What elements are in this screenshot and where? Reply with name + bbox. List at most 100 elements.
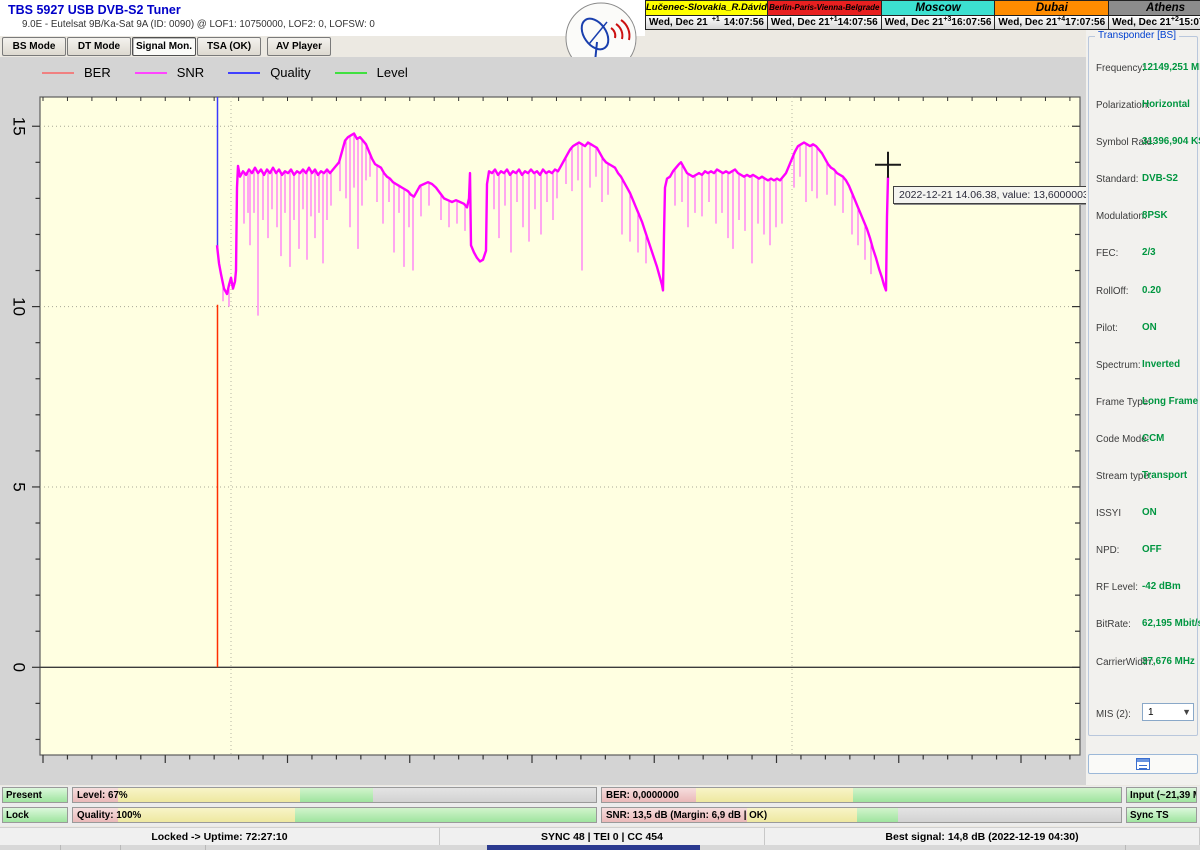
field-value: DVB-S2 [1142,173,1178,185]
bar-present: Present [2,787,68,803]
bar-snr: SNR: 13,5 dB (Margin: 6,9 dB | OK) [601,807,1122,823]
tab-dt-mode[interactable]: DT Mode [67,37,131,56]
snapshot-button[interactable] [1088,754,1198,774]
field-label: Symbol Rate: [1096,137,1155,149]
taskbar-active-segment [487,845,700,850]
bar-label: Present [6,790,42,801]
mis-value: 1 [1148,706,1154,718]
transponder-row-symbol-rate-: Symbol Rate:31396,904 KS/s [1089,127,1200,164]
clock-time: Wed, Dec 21 +3 16:07:56 [881,15,995,29]
svg-text:5: 5 [10,482,29,491]
legend-item-level: Level [334,65,408,80]
mis-row: MIS (2): 1 ▼ [1089,699,1197,723]
field-value: Inverted [1142,358,1181,370]
transponder-row-fec-: FEC: 2/3 [1089,238,1197,275]
field-value: ON [1142,507,1157,519]
field-value: Transport [1142,470,1188,482]
clock-moscow: Moscow Wed, Dec 21 +3 16:07:56 [881,0,996,30]
transponder-groupbox: Transponder [BS] Frequency:12149,251 MHz… [1088,30,1200,736]
clock-city: Dubai [995,1,1109,16]
legend-swatch [228,71,261,74]
bar-level: Level: 67% [72,787,597,803]
transponder-row-standard-: Standard: DVB-S2 [1089,164,1197,201]
chevron-down-icon: ▼ [1182,707,1191,717]
bar-label: Quality: 100% [77,810,142,821]
field-value: 37,676 MHz [1142,655,1195,667]
field-value: 62,195 Mbit/s [1142,618,1200,630]
bar-lock: Lock [2,807,68,823]
bar-label: Sync TS [1130,810,1169,821]
field-value: 12149,251 MHz [1142,62,1200,73]
bar-label: Lock [6,810,29,821]
clock-time: Wed, Dec 21 +1 14:07:56 [646,15,767,29]
transponder-row-code-mode-: Code Mode: CCM [1089,424,1197,461]
clock-city: Moscow [881,1,995,16]
field-value: -42 dBm [1142,581,1181,593]
tab-av-player[interactable]: AV Player [267,37,331,56]
tab-tsa-ok-[interactable]: TSA (OK) [197,37,261,56]
field-label: Polarization: [1096,100,1150,112]
clock-city: Lučenec-Slovakia_R.Dávid [646,1,767,16]
field-label: Frame Type: [1096,396,1151,408]
signal-chart-region[interactable]: 0 5 10 15 BER SNR Quality Level 2022-12-21 14.… [0,57,1130,785]
clock-dubai: Dubai Wed, Dec 21 +4 17:07:56 [995,0,1110,30]
field-label: FEC: [1096,248,1119,260]
transponder-row-bitrate-: BitRate: 62,195 Mbit/s [1089,609,1200,646]
transponder-row-stream-type-: Stream type: Transport [1089,461,1197,498]
bar-sync-ts: Sync TS [1126,807,1197,823]
report-icon [1136,758,1150,770]
transponder-row-pilot-: Pilot: ON [1089,313,1197,350]
bar-ber: BER: 0,0000000 [601,787,1122,803]
transponder-rows: Frequency:12149,251 MHz Polarization:Hori… [1089,53,1200,684]
clock-city: Athens [1109,1,1200,16]
field-value: Horizontal [1142,99,1190,111]
bar-label: SNR: 13,5 dB (Margin: 6,9 dB | OK) [606,810,768,821]
transponder-row-issyi: ISSYI ON [1089,498,1197,535]
transponder-row-spectrum-: Spectrum: Inverted [1089,350,1197,387]
field-value: 0.20 [1142,284,1162,296]
chart-tooltip: 2022-12-21 14.06.38, value: 13,600000381… [893,186,1130,204]
field-label: BitRate: [1096,619,1131,631]
transponder-row-rf-level-: RF Level: -42 dBm [1089,572,1197,609]
bar-quality: Quality: 100% [72,807,597,823]
status-cell: SYNC 48 | TEI 0 | CC 454 [440,828,765,845]
legend-label: Quality [270,65,311,80]
svg-text:0: 0 [10,663,29,672]
clock-time: Wed, Dec 21 +4 17:07:56 [995,15,1109,29]
world-clocks: Lučenec-Slovakia_R.Dávid Wed, Dec 21 +1 14:… [645,0,1200,30]
status-cell: Best signal: 14,8 dB (2022-12-19 04:30) [765,828,1200,845]
bottom-strip [0,845,1200,850]
field-label: Modulation: [1096,211,1147,223]
transponder-row-frequency-: Frequency:12149,251 MHz [1089,53,1200,90]
field-value: 8PSK [1142,210,1168,222]
tab-signal-mon-[interactable]: Signal Mon. [132,37,196,56]
legend-label: BER [84,65,111,80]
legend-swatch [334,71,367,74]
mis-dropdown[interactable]: 1 ▼ [1142,703,1194,721]
legend-label: Level [376,65,408,80]
field-value: OFF [1142,544,1162,556]
legend-swatch [134,71,167,74]
satellite-subtitle: 9.0E - Eutelsat 9B/Ka-Sat 9A (ID: 0090) … [22,19,375,30]
transponder-row-modulation-: Modulation: 8PSK [1089,201,1197,238]
transponder-row-npd-: NPD: OFF [1089,535,1197,572]
transponder-row-rolloff-: RollOff: 0.20 [1089,276,1197,313]
legend-label: SNR [176,65,205,80]
chart-legend: BER SNR Quality Level [42,65,432,80]
field-label: Pilot: [1096,322,1118,334]
field-value: ON [1142,321,1157,333]
bar-label: Level: 67% [77,790,128,801]
field-value: Long Frame [1142,395,1199,407]
legend-swatch [42,71,74,74]
field-label: ISSYI [1096,508,1122,520]
field-label: NPD: [1096,545,1120,557]
tab-bs-mode[interactable]: BS Mode [2,37,66,56]
status-bar: Locked -> Uptime: 72:27:10 SYNC 48 | TEI … [0,827,1200,845]
svg-text:15: 15 [10,117,29,136]
bar-label: Input (~21,39 Mbps) [1130,790,1196,801]
tab-bar: BS Mode DT Mode Signal Mon. TSA (OK) AV Play… [0,36,645,57]
legend-item-snr: SNR [134,65,205,80]
legend-item-quality: Quality [228,65,311,80]
